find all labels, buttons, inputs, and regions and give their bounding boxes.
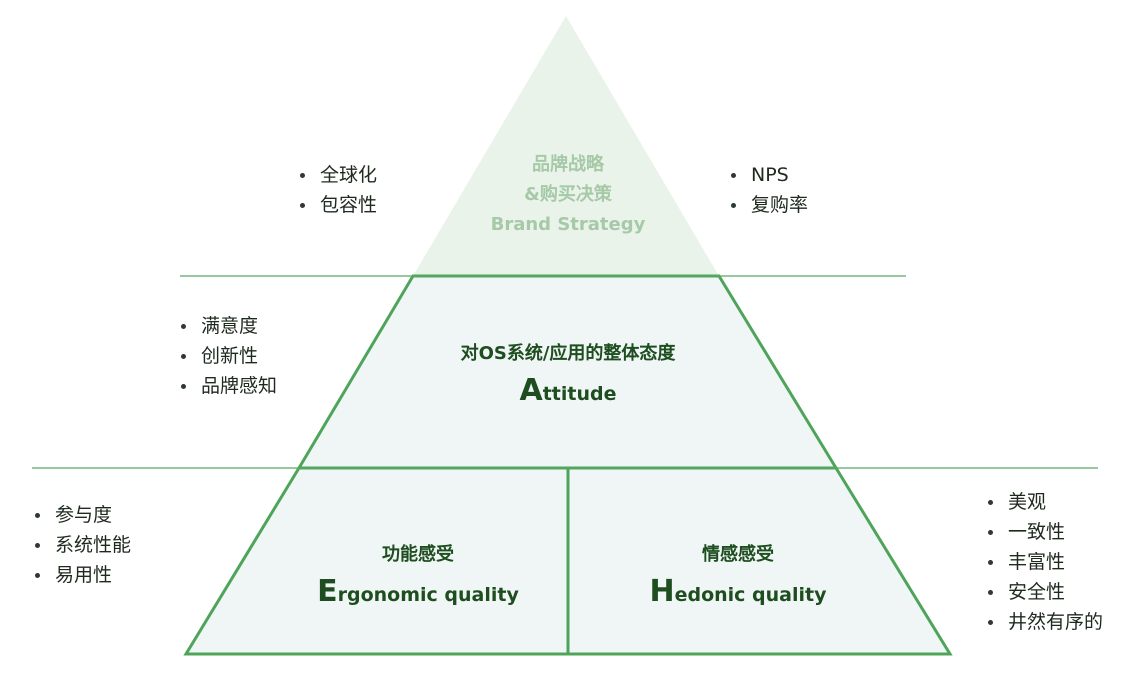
top-tier-label: 品牌战略 &购买决策 Brand Strategy bbox=[418, 150, 718, 240]
middle-tier-en-rest: ttitude bbox=[542, 383, 617, 405]
bottom-right-zh: 情感感受 bbox=[702, 544, 774, 565]
bottom-right-list: 美观 一致性 丰富性 安全性 井然有序的 bbox=[988, 487, 1103, 637]
bottom-left-label: 功能感受 Ergonomic quality bbox=[268, 541, 568, 614]
list-item: 井然有序的 bbox=[988, 607, 1103, 637]
list-item: 满意度 bbox=[181, 311, 277, 341]
middle-tier-en: Attitude bbox=[368, 372, 768, 413]
list-item: 美观 bbox=[988, 487, 1103, 517]
middle-tier-label: 对OS系统/应用的整体态度 Attitude bbox=[368, 340, 768, 413]
list-item: 创新性 bbox=[181, 341, 277, 371]
list-item: 全球化 bbox=[300, 160, 377, 190]
bottom-left-zh: 功能感受 bbox=[382, 544, 454, 565]
pyramid-top-tier bbox=[413, 16, 719, 276]
bottom-right-en-initial: H bbox=[649, 574, 675, 609]
list-item: 系统性能 bbox=[35, 530, 131, 560]
list-item: NPS bbox=[731, 160, 808, 190]
middle-left-list: 满意度 创新性 品牌感知 bbox=[181, 311, 277, 401]
bottom-left-list: 参与度 系统性能 易用性 bbox=[35, 500, 131, 590]
middle-tier-en-initial: A bbox=[519, 373, 543, 408]
bottom-right-label: 情感感受 Hedonic quality bbox=[588, 541, 888, 614]
list-item: 一致性 bbox=[988, 517, 1103, 547]
top-tier-line3: Brand Strategy bbox=[490, 214, 646, 235]
middle-tier-zh: 对OS系统/应用的整体态度 bbox=[460, 343, 676, 364]
bottom-right-en: Hedonic quality bbox=[588, 573, 888, 614]
list-item: 包容性 bbox=[300, 190, 377, 220]
list-item: 易用性 bbox=[35, 560, 131, 590]
list-item: 丰富性 bbox=[988, 547, 1103, 577]
list-item: 参与度 bbox=[35, 500, 131, 530]
bottom-left-en-initial: E bbox=[317, 574, 338, 609]
top-right-list: NPS 复购率 bbox=[731, 160, 808, 220]
top-tier-line1: 品牌战略 bbox=[532, 154, 604, 175]
bottom-left-en-rest: rgonomic quality bbox=[337, 584, 519, 606]
list-item: 安全性 bbox=[988, 577, 1103, 607]
list-item: 复购率 bbox=[731, 190, 808, 220]
top-left-list: 全球化 包容性 bbox=[300, 160, 377, 220]
bottom-right-en-rest: edonic quality bbox=[674, 584, 827, 606]
list-item: 品牌感知 bbox=[181, 371, 277, 401]
bottom-left-en: Ergonomic quality bbox=[268, 573, 568, 614]
top-tier-line2: &购买决策 bbox=[524, 184, 612, 205]
